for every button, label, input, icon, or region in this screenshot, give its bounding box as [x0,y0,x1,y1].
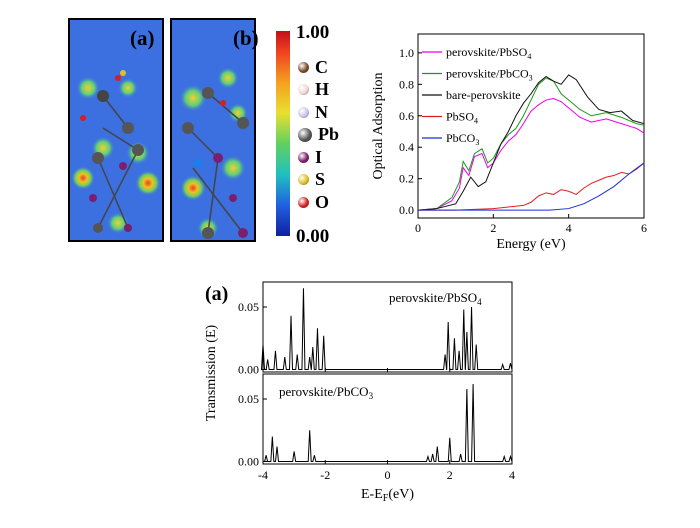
colorbar-max-label: 1.00 [296,22,330,43]
atom-legend-label: S [315,169,326,189]
legend-label: bare-perovskite [446,88,521,102]
transmission-line [263,383,513,462]
x-tick-label: -2 [320,468,330,482]
atom-legend-label: I [315,146,323,167]
density-panel-a-label: (a) [130,26,155,50]
colorbar-min-label: 0.00 [296,226,330,247]
y-tick-label: 0.8 [399,77,414,91]
y-axis-label: Optical Adsorption [371,73,386,180]
atom-legend-item: H [298,79,330,100]
density-panel-b-label: (b) [233,26,259,50]
transmission-panel-label: (a) [205,283,228,305]
x-axis-label: E-EF(eV) [361,487,414,504]
atom-legend-dot [298,127,312,142]
transmission-chart: (a) 0.00 0.05 perovskite/PbSO4 0.00 0.05 perov… [204,281,515,504]
y-tick-label: 0.6 [399,109,414,123]
series-line [418,162,645,211]
series-line [417,97,645,211]
y-tick-label: 0.2 [399,172,414,186]
legend-label: perovskite/PbCO3 [446,67,533,83]
series-line [418,162,645,211]
legend-label: perovskite/PbSO4 [446,45,531,61]
legend-label: PbSO4 [446,110,478,126]
x-tick-label: 2 [447,468,453,482]
atom-legend-label: C [315,56,328,77]
atom-legend-dot [298,196,309,208]
atom-legend-label: O [315,191,330,212]
x-tick-label: 4 [566,221,572,235]
subplot-label: perovskite/PbCO3 [279,384,374,401]
y-tick-label: 0.05 [238,300,259,314]
y-tick-label: 0.0 [399,203,414,217]
atom-legend-dot [298,151,309,163]
transmission-line [260,288,513,370]
atom-legend-item: Pb [298,124,340,145]
atom-legend-item: I [298,147,322,167]
y-axis-label: Transmission (E) [204,325,219,422]
legend-label: PbCO3 [446,131,479,147]
y-tick-label: 0.4 [399,140,414,154]
atom-legend-dot [298,174,309,185]
atom-legend-label: Pb [318,124,340,144]
y-tick-label: 1.0 [399,46,414,60]
atom-legend-item: O [298,192,329,212]
atom-legend-label: H [315,79,330,99]
atom-legend-dot [298,61,309,73]
optical-adsorption-chart: 0 2 4 6 0.0 0.2 0.4 0.6 0.8 1.0 Energy (eV) Optical… [371,33,647,252]
atom-legend-item: C [298,57,328,77]
plot-frame [417,33,645,219]
x-tick-label: 0 [385,468,391,482]
density-panel-b [170,18,256,242]
y-tick-label: 0.05 [238,392,259,406]
atom-legend-label: N [315,101,328,122]
x-axis-label: Energy (eV) [496,237,566,252]
charge-density-figure [68,18,256,242]
density-panel-a [68,18,164,242]
atom-legend-item: N [298,102,328,122]
x-tick-label: 4 [509,468,515,482]
x-tick-label: 6 [641,221,647,235]
x-tick-label: -4 [258,468,268,482]
x-tick-label: 2 [490,221,496,235]
atom-legend-dot [298,84,309,95]
y-tick-label: 0.00 [238,455,259,469]
atom-legend-item: S [298,169,326,190]
atom-legend-dot [298,106,309,118]
x-tick-label: 0 [415,221,421,235]
series-line [417,74,645,211]
subplot-label: perovskite/PbSO4 [389,290,482,307]
colorbar [276,31,290,236]
series-line [417,77,645,211]
y-tick-label: 0.00 [238,363,259,377]
